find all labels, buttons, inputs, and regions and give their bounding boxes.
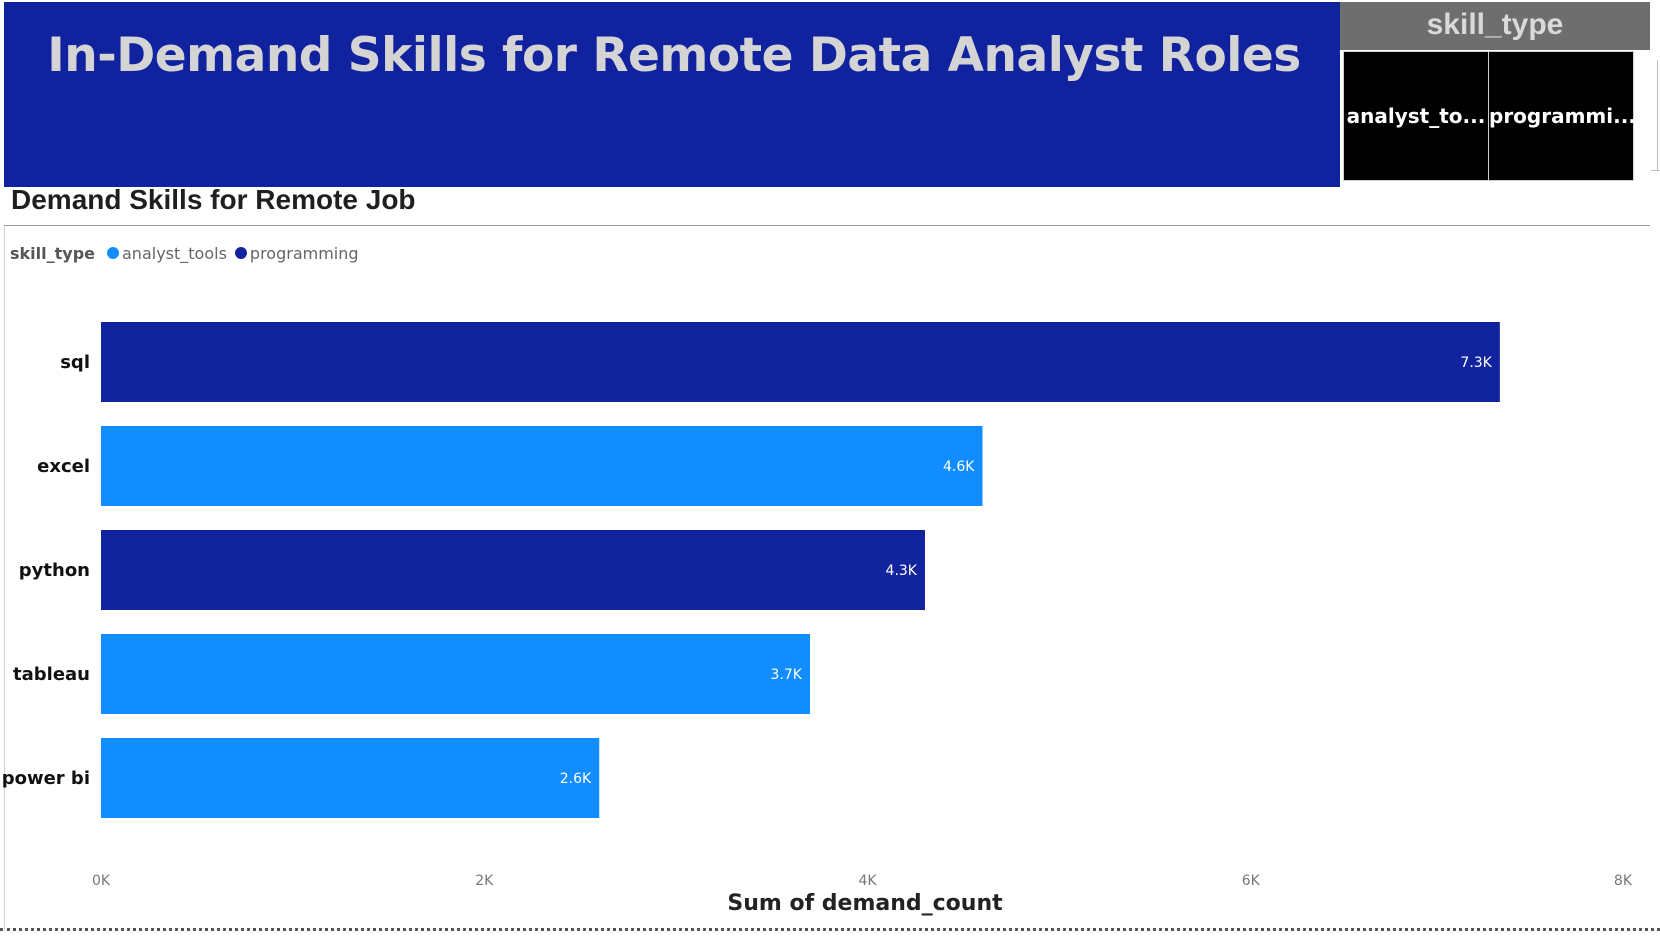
slicer-header: skill_type — [1340, 2, 1650, 50]
visual-border — [1657, 60, 1658, 170]
slicer-tile-label: programmi... — [1489, 104, 1636, 128]
bar-sql[interactable] — [101, 322, 1500, 402]
bar-tableau[interactable] — [101, 634, 811, 714]
category-label: tableau — [13, 664, 90, 685]
visual-border-tick — [1651, 170, 1660, 171]
category-label: excel — [37, 456, 90, 477]
chart-left-border — [4, 226, 5, 930]
bar-python[interactable] — [101, 530, 925, 610]
slicer-tile-programming[interactable]: programmi... — [1489, 52, 1636, 180]
legend-title: skill_type — [10, 243, 95, 263]
report-banner — [4, 2, 1340, 187]
data-label: 3.7K — [771, 667, 803, 683]
category-label: sql — [60, 352, 90, 373]
report-title: In-Demand Skills for Remote Data Analyst… — [47, 28, 1301, 83]
x-axis-title: Sum of demand_count — [727, 891, 1003, 916]
chart-title-divider — [4, 225, 1650, 226]
x-tick-label: 6K — [1242, 873, 1261, 889]
page-bottom-border — [0, 928, 1660, 931]
data-label: 4.6K — [943, 459, 975, 475]
legend-item-analyst-tools[interactable]: analyst_tools — [107, 244, 227, 263]
bar-power-bi[interactable] — [101, 738, 600, 818]
data-label: 2.6K — [560, 771, 592, 787]
legend-dot-icon — [107, 247, 119, 259]
bar-excel[interactable] — [101, 426, 983, 506]
x-tick-label: 8K — [1614, 873, 1633, 889]
legend-item-programming[interactable]: programming — [234, 243, 359, 263]
legend-dot-icon — [234, 247, 247, 259]
chart-title: Demand Skills for Remote Job — [11, 184, 416, 215]
x-tick-label: 4K — [858, 873, 877, 889]
x-tick-label: 2K — [475, 873, 494, 889]
slicer-tile-analyst-tools[interactable]: analyst_to... — [1344, 52, 1488, 180]
legend-label: analyst_tools — [122, 243, 227, 263]
slicer-title: skill_type — [1426, 8, 1564, 41]
data-label: 7.3K — [1460, 355, 1492, 371]
category-label: python — [19, 560, 90, 581]
legend-label: programming — [249, 243, 359, 263]
x-tick-label: 0K — [92, 873, 111, 889]
slicer-tile-label: analyst_to... — [1346, 104, 1486, 128]
skill-type-slicer: skill_type analyst_to... programmi... — [1340, 2, 1650, 182]
category-label: power bi — [2, 768, 90, 789]
data-label: 4.3K — [886, 563, 918, 579]
chart-legend: skill_type analyst_tools programming — [10, 242, 367, 264]
